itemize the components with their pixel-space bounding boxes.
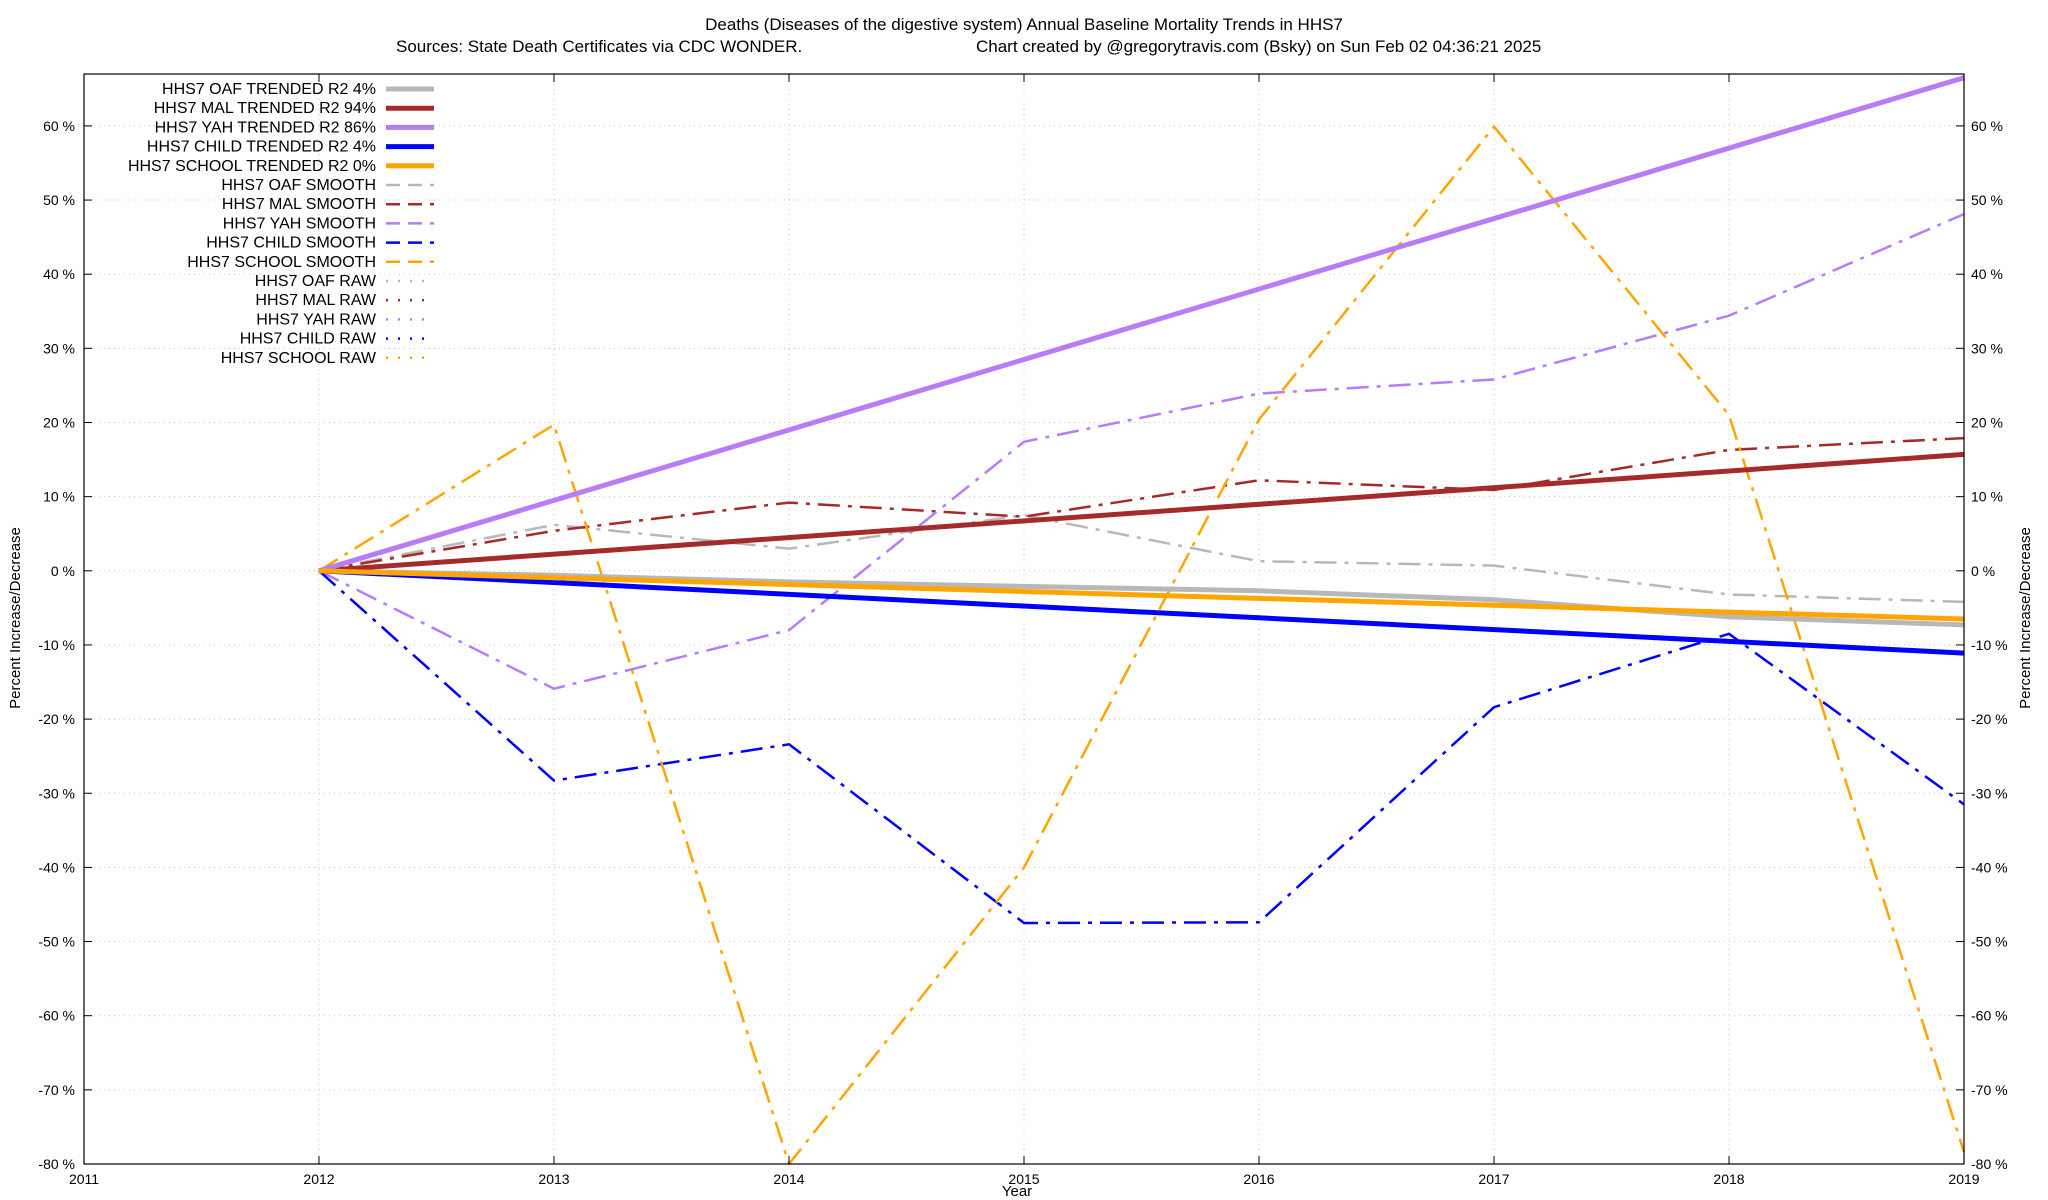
- x-tick-label: 2015: [1008, 1171, 1039, 1187]
- y-tick-label-right: -40 %: [1971, 859, 2008, 875]
- y-tick-label-right: 20 %: [1971, 415, 2003, 431]
- y-axis-ticks-right: -80 % -70 % -60 % -50 % -40 % -30 % -20 % -10 %…: [1971, 118, 2008, 1172]
- y-tick-label-right: 10 %: [1971, 489, 2003, 505]
- y-tick-label: -70 %: [38, 1082, 75, 1098]
- series-line: [318, 212, 1965, 690]
- y-tick-label-right: 0 %: [1971, 563, 1995, 579]
- series-line: [318, 569, 1965, 925]
- y-tick-label: 0 %: [51, 563, 75, 579]
- series-line: [318, 568, 1965, 656]
- y-tick-label-right: -10 %: [1971, 637, 2008, 653]
- x-tick-label: 2013: [538, 1171, 569, 1187]
- y-tick-label: 20 %: [43, 415, 75, 431]
- legend-entry-label: HHS7 YAH RAW: [256, 311, 377, 328]
- chart-subtitle-credit: Chart created by @gregorytravis.com (Bsk…: [976, 37, 1541, 56]
- y-tick-label-right: 30 %: [1971, 340, 2003, 356]
- x-tick-label: 2011: [69, 1171, 99, 1187]
- y-tick-label: 30 %: [43, 340, 75, 356]
- y-tick-label: 10 %: [43, 489, 75, 505]
- legend-entry-label: HHS7 CHILD RAW: [240, 331, 377, 348]
- y-tick-label: -10 %: [38, 637, 75, 653]
- y-tick-label-right: 50 %: [1971, 192, 2003, 208]
- x-tick-label: 2019: [1948, 1171, 1979, 1187]
- series-layer: [318, 75, 1966, 1166]
- y-tick-label: -20 %: [38, 711, 75, 727]
- y-tick-label-right: -30 %: [1971, 785, 2008, 801]
- legend-entry-label: HHS7 CHILD SMOOTH: [206, 235, 376, 252]
- y-tick-label-right: -60 %: [1971, 1008, 2008, 1024]
- y-tick-label: -60 %: [38, 1008, 75, 1024]
- x-axis-ticks: 2011 2012 2013 2014 2015 2016 2017 2018 2019: [69, 1171, 1980, 1187]
- legend-entry-label: HHS7 OAF TRENDED R2 4%: [162, 81, 376, 98]
- y-tick-label-right: -20 %: [1971, 711, 2008, 727]
- y-axis-label-right: Percent Increase/Decrease: [2017, 527, 2034, 709]
- legend-entry-label: HHS7 SCHOOL TRENDED R2 0%: [128, 158, 376, 175]
- x-tick-label: 2018: [1713, 1171, 1744, 1187]
- legend-entry-label: HHS7 YAH TRENDED R2 86%: [155, 119, 376, 136]
- legend-entry-label: HHS7 SCHOOL RAW: [221, 350, 377, 367]
- chart-title: Deaths (Diseases of the digestive system…: [705, 15, 1343, 34]
- series-line: [318, 75, 1965, 574]
- y-tick-label: -30 %: [38, 785, 75, 801]
- y-tick-label: 60 %: [43, 118, 75, 134]
- legend-entry-label: HHS7 YAH SMOOTH: [223, 215, 376, 232]
- y-tick-label-right: -70 %: [1971, 1082, 2008, 1098]
- x-tick-label: 2016: [1243, 1171, 1274, 1187]
- series-line: [318, 125, 1966, 1166]
- y-tick-label: -80 %: [38, 1156, 75, 1172]
- legend-entry-label: HHS7 OAF RAW: [255, 273, 377, 290]
- y-tick-label: -50 %: [38, 934, 75, 950]
- legend-entry-label: HHS7 MAL SMOOTH: [222, 196, 376, 213]
- y-tick-label: 50 %: [43, 192, 75, 208]
- y-tick-label-right: -50 %: [1971, 934, 2008, 950]
- y-tick-label-right: 40 %: [1971, 266, 2003, 282]
- x-tick-label: 2014: [773, 1171, 804, 1187]
- series-line: [318, 436, 1965, 573]
- series-line: [318, 451, 1965, 574]
- chart-subtitle-source: Sources: State Death Certificates via CD…: [396, 37, 802, 56]
- y-tick-label-right: -80 %: [1971, 1156, 2008, 1172]
- x-axis-label: Year: [1002, 1183, 1032, 1200]
- series-line: [318, 568, 1965, 622]
- x-tick-label: 2012: [303, 1171, 334, 1187]
- y-axis-ticks-left: -80 % -70 % -60 % -50 % -40 % -30 % -20 % -10 %…: [38, 118, 75, 1172]
- legend-entry-label: HHS7 MAL RAW: [255, 292, 377, 309]
- legend-entry-label: HHS7 CHILD TRENDED R2 4%: [147, 139, 376, 156]
- legend-entry-label: HHS7 SCHOOL SMOOTH: [187, 254, 376, 271]
- legend-entry-label: HHS7 MAL TRENDED R2 94%: [154, 100, 376, 117]
- legend: HHS7 OAF TRENDED R2 4% HHS7 MAL TRENDED R…: [128, 81, 434, 367]
- tick-marks: [83, 74, 1965, 1165]
- y-tick-label-right: 60 %: [1971, 118, 2003, 134]
- x-tick-label: 2017: [1478, 1171, 1509, 1187]
- y-axis-label-left: Percent Increase/Decrease: [7, 527, 24, 709]
- legend-entry-label: HHS7 OAF SMOOTH: [221, 177, 376, 194]
- y-tick-label: -40 %: [38, 859, 75, 875]
- y-tick-label: 40 %: [43, 266, 75, 282]
